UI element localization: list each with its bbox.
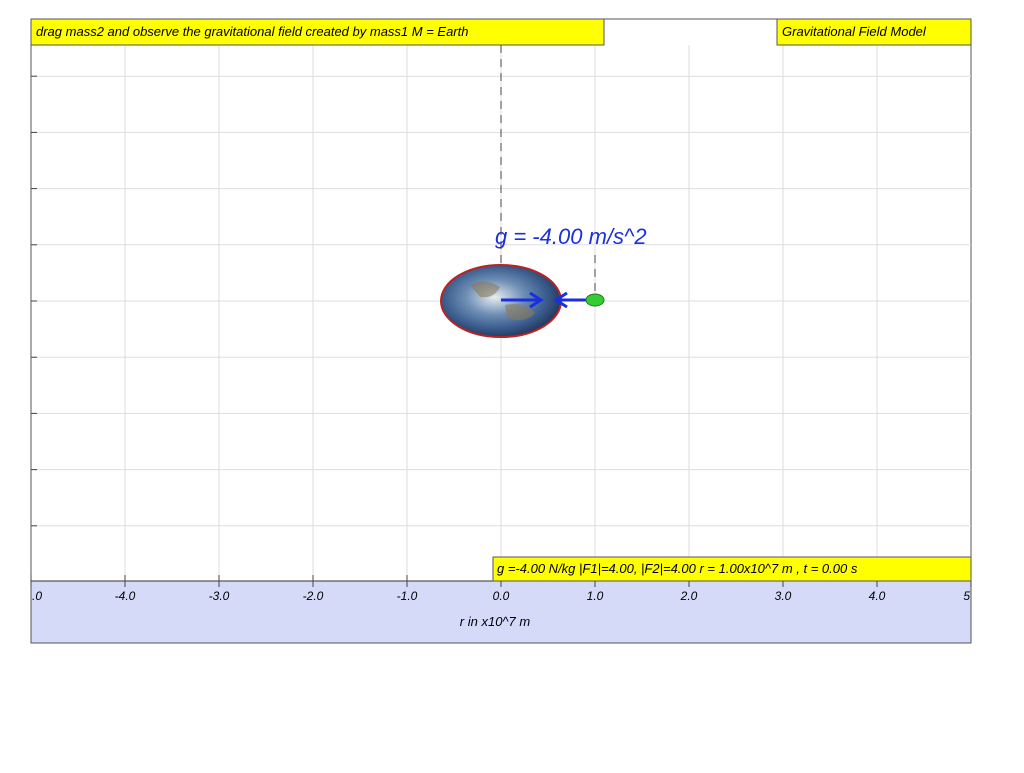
status-box xyxy=(492,556,972,582)
axis-label: r in x10^7 m xyxy=(460,614,531,629)
axis-panel xyxy=(30,580,972,644)
x-tick-label: 1.0 xyxy=(587,589,604,603)
x-tick-label: 2.0 xyxy=(680,589,698,603)
mass2[interactable] xyxy=(585,293,605,307)
x-tick-label: 5 xyxy=(963,589,970,603)
arrow-head xyxy=(553,291,568,309)
instruction-box xyxy=(30,18,605,46)
earth-land xyxy=(470,281,535,321)
x-tick-label: -4.0 xyxy=(115,589,136,603)
field-label: g = -4.00 m/s^2 xyxy=(495,224,647,249)
x-tick-label: -3.0 xyxy=(209,589,230,603)
x-tick-label: 4.0 xyxy=(869,589,886,603)
x-tick-label: -1.0 xyxy=(397,589,418,603)
x-tick-label: 0.0 xyxy=(493,589,510,603)
x-tick-label: -2.0 xyxy=(303,589,324,603)
arrow-head xyxy=(529,291,544,309)
title: Gravitational Field Model xyxy=(782,24,927,39)
x-tick-label: .0 xyxy=(32,589,42,603)
x-tick-label: 3.0 xyxy=(775,589,792,603)
axis-ticks: .0 -4.0 -3.0 -2.0 -1.0 0.0 1.0 2.0 3.0 4.0 5 xyxy=(30,575,972,603)
instruction: drag mass2 and observe the gravitational… xyxy=(36,24,468,39)
status: g =-4.00 N/kg |F1|=4.00, |F2|=4.00 r = 1… xyxy=(497,561,858,576)
title-box xyxy=(776,18,972,46)
